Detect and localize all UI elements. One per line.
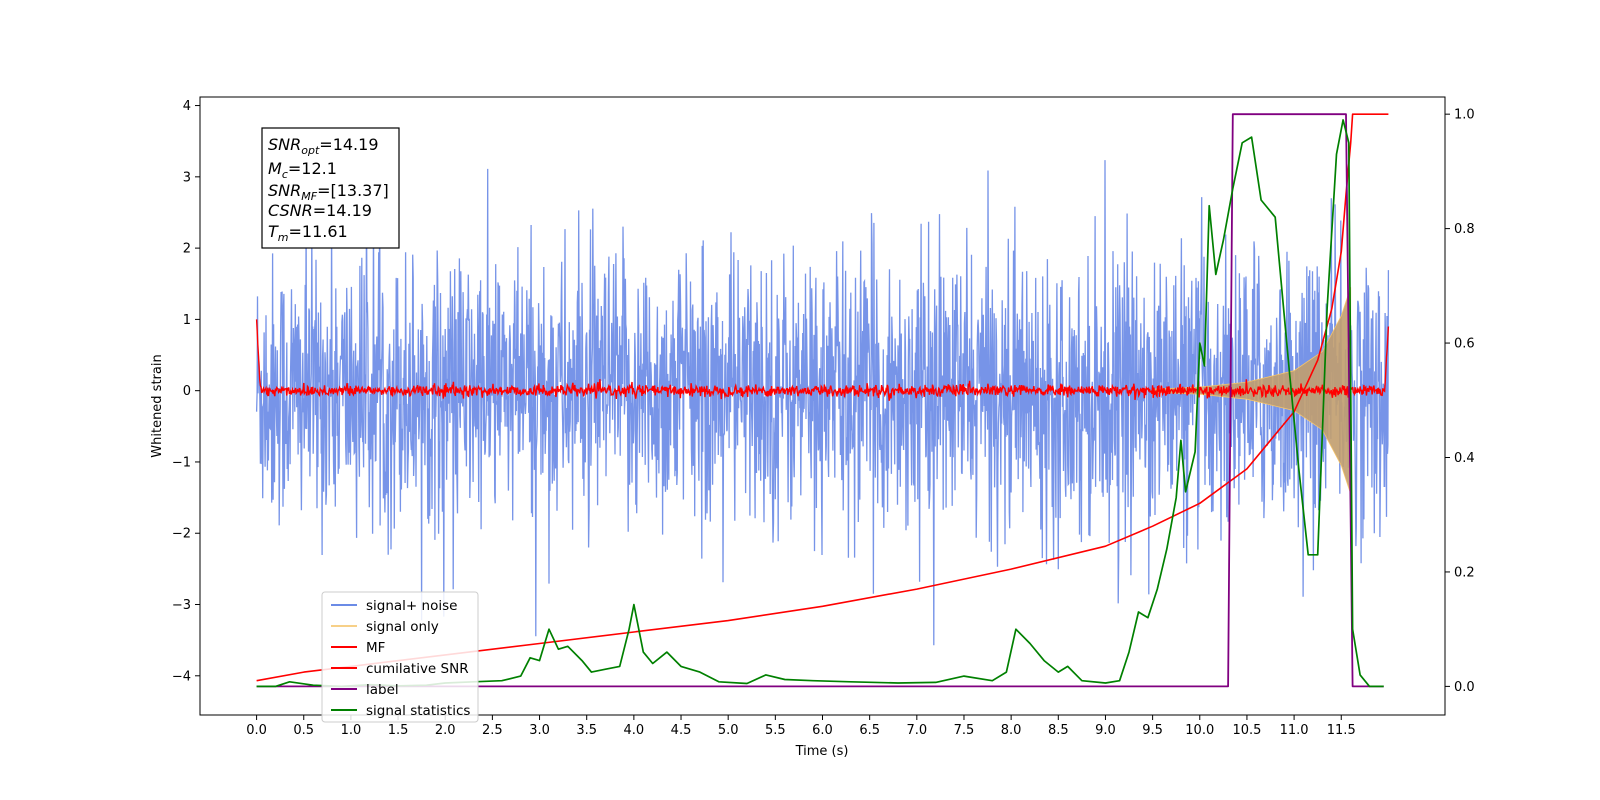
- x-tick-label: 5.5: [765, 723, 786, 738]
- legend-label: signal+ noise: [366, 598, 457, 614]
- legend-label: cumilative SNR: [366, 661, 469, 677]
- stats-snr-opt-sub: opt: [301, 144, 320, 157]
- stats-snr-opt: SNRopt=14.19: [268, 135, 379, 157]
- stats-box: SNRopt=14.19 Mc=12.1 SNRMF=[13.37] CSNR=…: [261, 127, 400, 249]
- stats-snr-opt-value: =14.19: [319, 135, 378, 154]
- stats-tm-sub: m: [278, 231, 289, 244]
- y-tick-label: 4: [183, 99, 191, 114]
- x-tick-label: 2.5: [482, 723, 503, 738]
- legend-entries: signal+ noise signal only MF cumilative SNR…: [331, 598, 470, 719]
- y2-tick-label: 0.6: [1454, 337, 1475, 352]
- stats-snr-mf-value: =[13.37]: [317, 181, 389, 200]
- stats-tm-value: =11.61: [289, 222, 348, 241]
- x-tick-label: 11.0: [1280, 723, 1309, 738]
- stats-mc-value: =12.1: [288, 159, 337, 178]
- legend-label: MF: [366, 640, 385, 656]
- stats-tm: Tm=11.61: [268, 222, 348, 244]
- stats-mc-sub: c: [282, 168, 288, 181]
- signal-noise-line: [255, 148, 1390, 646]
- x-tick-label: 1.5: [388, 723, 409, 738]
- x-tick-label: 10.0: [1185, 723, 1214, 738]
- y-tick-label: 0: [183, 384, 191, 399]
- stats-snr-mf-sub: MF: [301, 190, 317, 203]
- x-tick-label: 10.5: [1232, 723, 1261, 738]
- legend: signal+ noise signal only MF cumilative SNR…: [321, 591, 479, 723]
- y-tick-label: 1: [183, 313, 191, 328]
- x-axis-label: Time (s): [795, 744, 849, 759]
- x-tick-label: 8.5: [1048, 723, 1069, 738]
- x-tick-label: 4.5: [671, 723, 692, 738]
- plot-series-group: [255, 113, 1390, 688]
- y-tick-label: −1: [172, 455, 191, 470]
- y2-tick-label: 0.4: [1454, 451, 1475, 466]
- mf-line: [255, 319, 1390, 401]
- x-tick-label: 3.0: [529, 723, 550, 738]
- y2-tick-label: 0.0: [1454, 680, 1475, 695]
- x-tick-label: 6.5: [859, 723, 880, 738]
- y-tick-label: −2: [172, 527, 191, 542]
- x-tick-label: 4.0: [624, 723, 645, 738]
- y2-tick-label: 1.0: [1454, 108, 1475, 123]
- stats-tm-name: T: [268, 222, 279, 241]
- stats-csnr: CSNR=14.19: [268, 201, 372, 220]
- label-line: [256, 113, 1384, 688]
- y2-tick-label: 0.2: [1454, 565, 1475, 580]
- y-axis-label: Whitened strain: [150, 354, 165, 457]
- stats-mc-name: M: [268, 159, 282, 178]
- x-tick-label: 11.5: [1327, 723, 1356, 738]
- x-tick-label: 7.5: [954, 723, 975, 738]
- stats-snr-opt-name: SNR: [268, 135, 301, 154]
- cumulative-snr-line: [256, 113, 1389, 682]
- x-tick-label: 8.0: [1001, 723, 1022, 738]
- y-tick-label: 3: [183, 170, 191, 185]
- x-tick-label: 3.5: [576, 723, 597, 738]
- stats-mc: Mc=12.1: [268, 159, 337, 181]
- y-tick-label: 2: [183, 242, 191, 257]
- y2-axis-ticks: 1.0 0.8 0.6 0.4 0.2 0.0: [1445, 108, 1475, 695]
- x-tick-label: 2.0: [435, 723, 456, 738]
- x-tick-label: 1.0: [341, 723, 362, 738]
- x-tick-label: 7.0: [906, 723, 927, 738]
- x-tick-label: 0.5: [293, 723, 314, 738]
- stats-box-frame: [261, 127, 400, 249]
- stats-snr-mf: SNRMF=[13.37]: [268, 181, 389, 203]
- x-axis-ticks: 0.0 0.5 1.0 1.5 2.0 2.5 3.0 3.5 4.0 4.5 5.0 5.5 6.0 6…: [246, 715, 1356, 738]
- x-tick-label: 6.0: [812, 723, 833, 738]
- legend-frame: [321, 591, 479, 723]
- y-axis-ticks: 4 3 2 1 0 −1 −2 −3 −4: [172, 99, 200, 684]
- stats-snr-mf-name: SNR: [268, 181, 301, 200]
- y-tick-label: −3: [172, 598, 191, 613]
- x-tick-label: 9.0: [1095, 723, 1116, 738]
- stats-csnr-value: =14.19: [313, 201, 372, 220]
- x-tick-label: 5.0: [718, 723, 739, 738]
- stats-csnr-name: CSNR: [268, 201, 313, 220]
- legend-label: signal statistics: [366, 703, 470, 719]
- y2-tick-label: 0.8: [1454, 222, 1475, 237]
- x-tick-label: 9.5: [1142, 723, 1163, 738]
- y-tick-label: −4: [172, 669, 191, 684]
- x-tick-label: 0.0: [246, 723, 267, 738]
- legend-label: signal only: [366, 619, 439, 635]
- signal-statistics-line: [256, 119, 1384, 688]
- legend-label: label: [366, 682, 399, 698]
